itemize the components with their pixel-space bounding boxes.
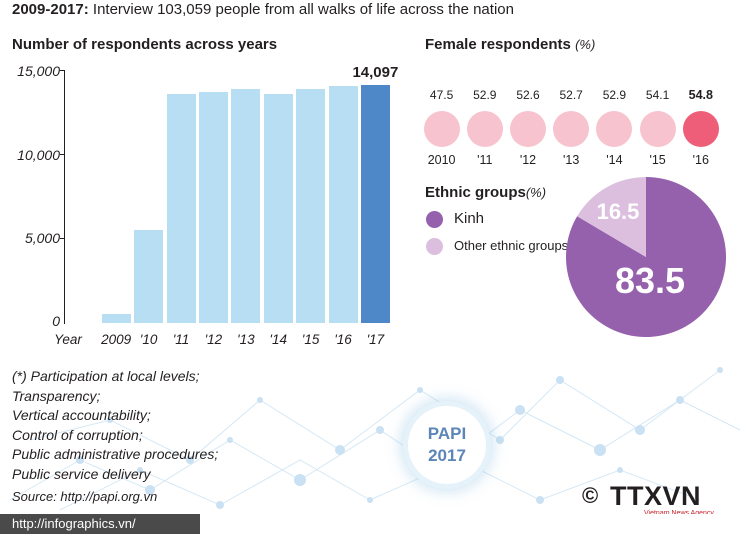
female-title-text: Female respondents	[425, 36, 571, 53]
footer-bar: http://infographics.vn/	[0, 514, 200, 534]
ytick-10000: 10,000	[17, 147, 60, 163]
respondents-title: Number of respondents across years	[12, 36, 278, 53]
logo-text: TTXVN	[610, 481, 702, 511]
respondents-x-tick: '13	[237, 332, 255, 347]
respondents-x-tick: '16	[334, 332, 352, 347]
footer-link[interactable]: http://infographics.vn/	[12, 516, 136, 531]
ytick-0: 0	[52, 313, 60, 329]
source-note: Source: http://papi.org.vn	[12, 489, 158, 504]
headline-text: Interview 103,059 people from all walks …	[88, 1, 514, 18]
female-circle	[639, 111, 676, 147]
pie-label-kinh: 83.5	[615, 260, 685, 301]
female-circle	[596, 111, 633, 147]
respondents-x-tick: '11	[172, 332, 190, 347]
notes-list: (*) Participation at local levels; Trans…	[12, 367, 218, 485]
respondents-bar	[134, 230, 164, 323]
female-value-label: 52.9	[602, 88, 627, 102]
female-year-label: '16	[692, 153, 709, 167]
respondents-bar	[198, 91, 228, 323]
papi-badge: PAPI 2017	[408, 406, 486, 484]
respondents-bar	[231, 89, 261, 323]
female-year-label: '15	[649, 153, 666, 167]
note-line: Vertical accountability;	[12, 407, 151, 424]
papi-badge-title: PAPI	[427, 424, 467, 443]
ethnic-pie-chart: 83.5 16.5	[566, 177, 726, 337]
ethnic-title-unit: (%)	[525, 185, 547, 200]
ethnic-title-text: Ethnic groups	[425, 184, 526, 201]
logo-subtitle: Vietnam News Agency	[644, 510, 714, 517]
respondents-bar	[328, 86, 358, 323]
respondents-x-tick: '15	[301, 332, 320, 347]
y-axis-tick	[60, 238, 65, 239]
legend-kinh-swatch	[426, 211, 443, 228]
respondents-bar	[101, 313, 131, 323]
ethnic-title: Ethnic groups(%)	[425, 184, 546, 201]
pie-label-other: 16.5	[597, 199, 640, 224]
female-circle	[423, 111, 460, 147]
respondents-bar	[263, 94, 293, 323]
female-year-label: '12	[519, 153, 537, 167]
y-axis-line	[64, 70, 65, 324]
female-value-label: 54.1	[645, 88, 670, 102]
pie-slice-other	[577, 177, 646, 257]
note-line: Control of corruption;	[12, 426, 143, 443]
ytick-15000: 15,000	[17, 63, 60, 79]
female-title: Female respondents (%)	[425, 36, 595, 53]
female-value-label: 47.5	[429, 88, 454, 102]
headline-years: 2009-2017:	[12, 1, 89, 18]
female-title-unit: (%)	[575, 37, 596, 52]
female-year-label: '11	[477, 153, 493, 167]
respondents-x-tick: '10	[139, 332, 158, 347]
note-line: Public service delivery	[12, 465, 151, 482]
papi-badge-year: 2017	[428, 446, 466, 465]
legend-other-label: Other ethnic groups	[454, 238, 569, 253]
respondents-bar	[296, 88, 326, 323]
y-axis-tick	[60, 154, 65, 155]
legend-other-swatch	[426, 238, 443, 255]
female-value-label: 52.7	[559, 88, 583, 102]
female-circle	[682, 111, 719, 147]
respondents-bar	[360, 85, 390, 323]
x-axis-lead-label: Year	[54, 332, 82, 347]
female-value-label: 52.6	[516, 88, 540, 102]
female-year-label: 2010	[427, 153, 456, 167]
female-value-label: 54.8	[688, 88, 713, 102]
respondents-x-tick: '12	[204, 332, 223, 347]
female-circle	[510, 111, 546, 147]
headline: 2009-2017: Interview 103,059 people from…	[12, 1, 514, 18]
female-circle	[553, 111, 590, 147]
respondents-bar-value-label: 14,097	[352, 64, 399, 82]
respondents-x-tick: '17	[366, 332, 385, 347]
note-line: Public administrative procedures;	[12, 446, 219, 463]
ytick-5000: 5,000	[24, 230, 60, 246]
respondents-x-tick: '14	[269, 332, 287, 347]
note-line: Transparency;	[12, 387, 101, 404]
female-circle	[466, 111, 503, 147]
footer: http://infographics.vn/	[0, 514, 742, 534]
female-value-label: 52.9	[473, 88, 497, 102]
respondents-bar	[166, 93, 196, 323]
y-axis-tick	[60, 70, 65, 71]
respondents-x-tick: 2009	[101, 332, 132, 347]
note-line: (*) Participation at local levels;	[12, 368, 200, 384]
female-year-label: '14	[606, 153, 623, 167]
legend-kinh-label: Kinh	[454, 210, 485, 227]
copyright-icon: ©	[582, 483, 599, 508]
female-year-label: '13	[563, 153, 580, 167]
